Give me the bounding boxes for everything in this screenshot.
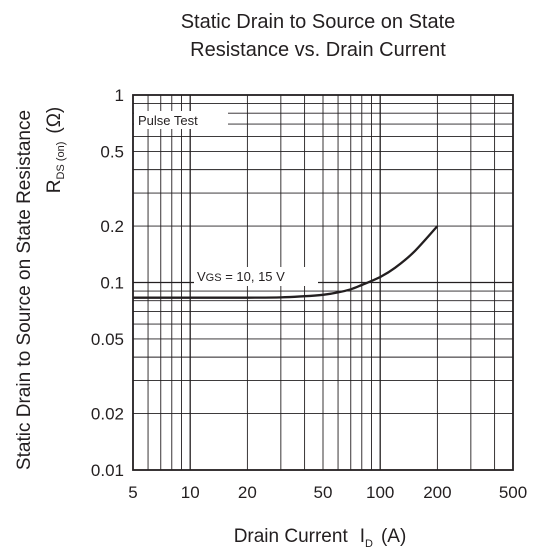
y-axis-tick-labels: 0.01 0.02 0.05 0.1 0.2 0.5 1 — [91, 86, 124, 480]
x-tick-label: 200 — [423, 483, 451, 502]
chart-title-line-2: Resistance vs. Drain Current — [190, 39, 446, 61]
y-tick-label: 1 — [115, 86, 124, 105]
vgs-prefix: V — [197, 269, 206, 284]
y-tick-label: 0.5 — [100, 142, 124, 161]
y-tick-label: 0.02 — [91, 405, 124, 424]
vgs-value: = 10, 15 V — [222, 269, 286, 284]
x-axis-tick-labels: 5 10 20 50 100 200 500 — [128, 483, 527, 502]
x-axis-label-text: Drain Current — [234, 526, 349, 547]
data-series — [132, 225, 439, 299]
x-tick-label: 50 — [314, 483, 333, 502]
vgs-label-background — [194, 267, 318, 286]
y-tick-label: 0.01 — [91, 461, 124, 480]
x-axis-label: Drain Current ID (A) — [234, 526, 407, 550]
y-tick-label: 0.1 — [100, 274, 124, 293]
x-axis-label-subscript: D — [365, 538, 373, 550]
y-axis-label-subscript: DS (on) — [55, 142, 67, 180]
plot-frame — [132, 94, 514, 471]
x-tick-label: 20 — [238, 483, 257, 502]
series-line — [132, 225, 439, 299]
y-tick-label: 0.05 — [91, 330, 124, 349]
grid-lines — [133, 95, 513, 470]
x-tick-label: 10 — [181, 483, 200, 502]
x-tick-label: 500 — [499, 483, 527, 502]
y-axis-label-line-2: RDS (on) (Ω) — [44, 107, 67, 194]
pulse-test-background — [134, 111, 228, 129]
annotations: Pulse Test VGS = 10, 15 V — [134, 111, 318, 286]
y-axis-label-symbol: R — [44, 180, 65, 194]
x-axis-label-symbol: I — [360, 526, 365, 547]
x-tick-label: 5 — [128, 483, 137, 502]
x-tick-label: 100 — [366, 483, 394, 502]
pulse-test-label: Pulse Test — [138, 113, 198, 128]
y-axis-label-line-1: Static Drain to Source on State Resistan… — [14, 110, 35, 470]
plot-border — [132, 94, 514, 471]
vgs-subscript: GS — [206, 272, 222, 284]
chart-title-line-1: Static Drain to Source on State — [181, 11, 456, 33]
chart-title: Static Drain to Source on State Resistan… — [181, 11, 456, 61]
y-tick-label: 0.2 — [100, 217, 124, 236]
x-axis-label-unit: (A) — [381, 526, 406, 547]
y-axis-label-unit: (Ω) — [44, 107, 65, 134]
vgs-label: VGS = 10, 15 V — [197, 269, 285, 284]
